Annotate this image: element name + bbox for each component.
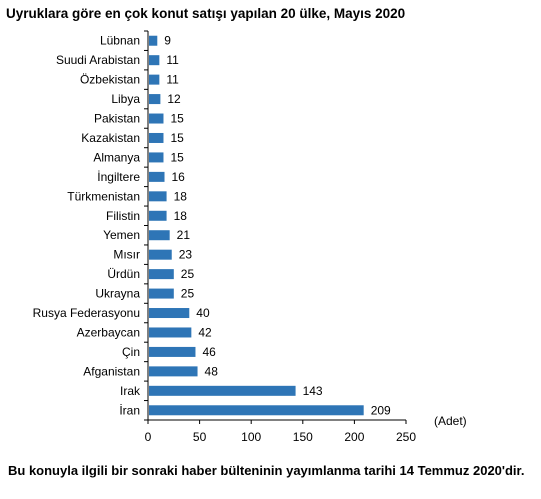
x-tick-label: 150 bbox=[293, 430, 313, 444]
category-label: İran bbox=[119, 403, 140, 417]
axes-group bbox=[144, 30, 407, 424]
category-label: Afganistan bbox=[83, 364, 140, 378]
category-label: Yemen bbox=[103, 228, 140, 242]
category-label: Lübnan bbox=[100, 34, 140, 48]
bar bbox=[149, 35, 158, 46]
category-label: Türkmenistan bbox=[67, 189, 140, 203]
value-label: 42 bbox=[198, 325, 212, 339]
tick-labels-group: 0 50 100 150 200 250 bbox=[145, 430, 417, 444]
category-label: Özbekistan bbox=[80, 73, 140, 87]
category-label: Ukrayna bbox=[95, 287, 140, 301]
bar bbox=[149, 288, 174, 299]
category-labels-group: Lübnan Suudi Arabistan Özbekistan Libya Paki… bbox=[33, 34, 141, 418]
bar bbox=[149, 230, 170, 241]
x-tick-label: 200 bbox=[344, 430, 364, 444]
category-label: Kazakistan bbox=[81, 131, 140, 145]
category-label: Azerbaycan bbox=[77, 325, 140, 339]
value-label: 46 bbox=[202, 345, 216, 359]
bar bbox=[149, 269, 174, 280]
category-label: Rusya Federasyonu bbox=[33, 306, 140, 320]
bar bbox=[149, 152, 164, 163]
value-label: 18 bbox=[174, 189, 188, 203]
bar bbox=[149, 249, 172, 260]
value-label: 11 bbox=[166, 53, 179, 67]
bar bbox=[149, 191, 167, 202]
bar bbox=[149, 405, 364, 416]
value-labels-group: 9111112151515161818212325254042464814320… bbox=[164, 34, 391, 418]
bar bbox=[149, 55, 160, 66]
value-label: 9 bbox=[164, 34, 171, 48]
category-label: Irak bbox=[120, 384, 141, 398]
value-label: 15 bbox=[170, 112, 184, 126]
value-label: 21 bbox=[177, 228, 191, 242]
bar bbox=[149, 366, 198, 377]
category-label: Ürdün bbox=[107, 267, 140, 281]
x-tick-label: 50 bbox=[193, 430, 207, 444]
value-label: 48 bbox=[205, 364, 219, 378]
bars-group bbox=[149, 35, 364, 416]
bar bbox=[149, 132, 164, 143]
value-label: 143 bbox=[303, 384, 323, 398]
bar bbox=[149, 74, 160, 85]
value-label: 15 bbox=[170, 131, 184, 145]
value-label: 23 bbox=[179, 248, 193, 262]
value-label: 18 bbox=[174, 209, 188, 223]
value-label: 25 bbox=[181, 267, 195, 281]
bar bbox=[149, 94, 161, 105]
bar bbox=[149, 113, 164, 124]
category-label: Almanya bbox=[93, 150, 140, 164]
value-label: 25 bbox=[181, 287, 195, 301]
value-label: 12 bbox=[167, 92, 181, 106]
category-label: Pakistan bbox=[94, 112, 140, 126]
bar bbox=[149, 308, 190, 319]
value-label: 16 bbox=[172, 170, 186, 184]
bar bbox=[149, 171, 165, 182]
bar bbox=[149, 346, 196, 357]
category-label: Çin bbox=[122, 345, 140, 359]
value-label: 209 bbox=[371, 403, 391, 417]
x-tick-label: 250 bbox=[396, 430, 416, 444]
value-label: 40 bbox=[196, 306, 210, 320]
category-label: Filistin bbox=[106, 209, 140, 223]
footnote: Bu konuyla ilgili bir sonraki haber bült… bbox=[8, 463, 525, 478]
category-label: Mısır bbox=[113, 248, 140, 262]
bar bbox=[149, 210, 167, 221]
value-label: 15 bbox=[170, 150, 184, 164]
category-label: Libya bbox=[111, 92, 140, 106]
category-label: İngiltere bbox=[97, 170, 140, 184]
bar bbox=[149, 385, 296, 396]
x-tick-label: 0 bbox=[145, 430, 152, 444]
bar bbox=[149, 327, 192, 338]
chart-title: Uyruklara göre en çok konut satışı yapıl… bbox=[6, 6, 406, 21]
x-tick-label: 100 bbox=[241, 430, 261, 444]
value-label: 11 bbox=[166, 73, 179, 87]
unit-label: (Adet) bbox=[434, 414, 467, 428]
category-label: Suudi Arabistan bbox=[56, 53, 140, 67]
